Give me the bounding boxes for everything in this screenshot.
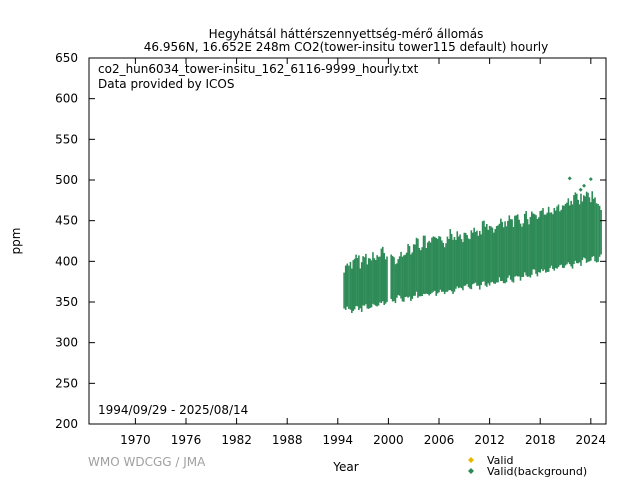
x-tick-label: 2024 xyxy=(576,433,607,447)
legend-marker-valid xyxy=(468,457,474,463)
x-tick-label: 1994 xyxy=(323,433,354,447)
x-tick-label: 2012 xyxy=(474,433,505,447)
x-tick-label: 1982 xyxy=(221,433,252,447)
y-tick-label: 600 xyxy=(55,92,78,106)
x-axis: 1970 1976 1982 1988 1994 2000 2006 2012 2018 2024 xyxy=(120,58,606,447)
y-tick-label: 300 xyxy=(55,336,78,350)
y-tick-label: 250 xyxy=(55,376,78,390)
x-tick-label: 1988 xyxy=(272,433,303,447)
legend-item-valid: Valid xyxy=(468,454,514,467)
data-point xyxy=(582,183,587,188)
x-tick-label: 1970 xyxy=(120,433,151,447)
chart-title: Hegyhátsál háttérszennyettség-mérő állom… xyxy=(209,27,484,41)
x-tick-label: 2018 xyxy=(525,433,556,447)
data-point xyxy=(567,176,572,181)
legend-item-valid-background: Valid(background) xyxy=(468,465,587,478)
y-axis: 200 250 300 350 400 450 500 550 600 650 xyxy=(55,51,606,431)
y-tick-label: 350 xyxy=(55,295,78,309)
data-marks xyxy=(343,176,602,314)
legend: Valid Valid(background) xyxy=(468,454,587,478)
y-tick-label: 200 xyxy=(55,417,78,431)
x-tick-label: 2000 xyxy=(373,433,404,447)
y-tick-label: 650 xyxy=(55,51,78,65)
provider-annotation: Data provided by ICOS xyxy=(98,77,234,91)
legend-label-valid: Valid xyxy=(487,454,514,467)
x-tick-label: 1976 xyxy=(171,433,202,447)
y-tick-label: 450 xyxy=(55,214,78,228)
date-range-annotation: 1994/09/29 - 2025/08/14 xyxy=(98,403,248,417)
y-tick-label: 550 xyxy=(55,132,78,146)
x-tick-label: 2006 xyxy=(424,433,455,447)
data-point xyxy=(578,187,583,192)
chart-subtitle: 46.956N, 16.652E 248m CO2(tower-insitu t… xyxy=(144,40,548,54)
y-axis-label: ppm xyxy=(9,228,23,255)
y-tick-label: 400 xyxy=(55,254,78,268)
file-name-annotation: co2_hun6034_tower-insitu_162_6116-9999_h… xyxy=(98,62,419,76)
legend-label-valid-background: Valid(background) xyxy=(487,465,587,478)
data-point xyxy=(588,177,593,182)
y-tick-label: 500 xyxy=(55,173,78,187)
legend-marker-valid-background xyxy=(468,468,474,474)
plot-frame xyxy=(88,57,607,425)
credit-text: WMO WDCGG / JMA xyxy=(88,455,206,469)
x-axis-label: Year xyxy=(332,460,358,474)
